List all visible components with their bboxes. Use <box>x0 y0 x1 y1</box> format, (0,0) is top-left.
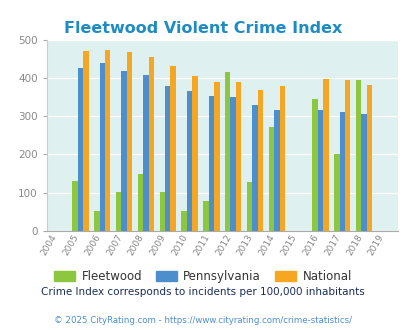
Bar <box>366 85 371 231</box>
Bar <box>116 192 121 231</box>
Bar <box>164 85 170 231</box>
Bar <box>148 57 154 231</box>
Bar <box>235 82 241 231</box>
Bar <box>94 211 99 231</box>
Bar <box>268 127 273 231</box>
Bar <box>273 110 279 231</box>
Bar <box>279 86 284 231</box>
Bar <box>257 90 262 231</box>
Bar <box>360 114 366 231</box>
Bar <box>186 90 192 231</box>
Bar <box>181 211 186 231</box>
Bar <box>230 97 235 231</box>
Bar <box>78 68 83 231</box>
Bar <box>344 80 350 231</box>
Bar <box>317 111 322 231</box>
Bar <box>213 82 219 231</box>
Bar <box>246 182 252 231</box>
Bar <box>126 52 132 231</box>
Bar <box>208 96 213 231</box>
Bar <box>339 112 344 231</box>
Bar <box>252 105 257 231</box>
Bar <box>170 66 175 231</box>
Bar <box>192 76 197 231</box>
Text: © 2025 CityRating.com - https://www.cityrating.com/crime-statistics/: © 2025 CityRating.com - https://www.city… <box>54 316 351 325</box>
Bar <box>105 50 110 231</box>
Bar <box>83 51 88 231</box>
Bar <box>333 154 339 231</box>
Bar <box>143 75 148 231</box>
Bar <box>202 201 208 231</box>
Bar <box>355 80 360 231</box>
Bar <box>72 181 78 231</box>
Bar <box>137 174 143 231</box>
Bar <box>311 99 317 231</box>
Text: Crime Index corresponds to incidents per 100,000 inhabitants: Crime Index corresponds to incidents per… <box>41 287 364 297</box>
Bar <box>159 192 164 231</box>
Bar <box>99 63 105 231</box>
Text: Fleetwood Violent Crime Index: Fleetwood Violent Crime Index <box>64 21 341 36</box>
Bar <box>224 72 230 231</box>
Bar <box>322 79 328 231</box>
Bar <box>121 71 126 231</box>
Legend: Fleetwood, Pennsylvania, National: Fleetwood, Pennsylvania, National <box>49 265 356 287</box>
